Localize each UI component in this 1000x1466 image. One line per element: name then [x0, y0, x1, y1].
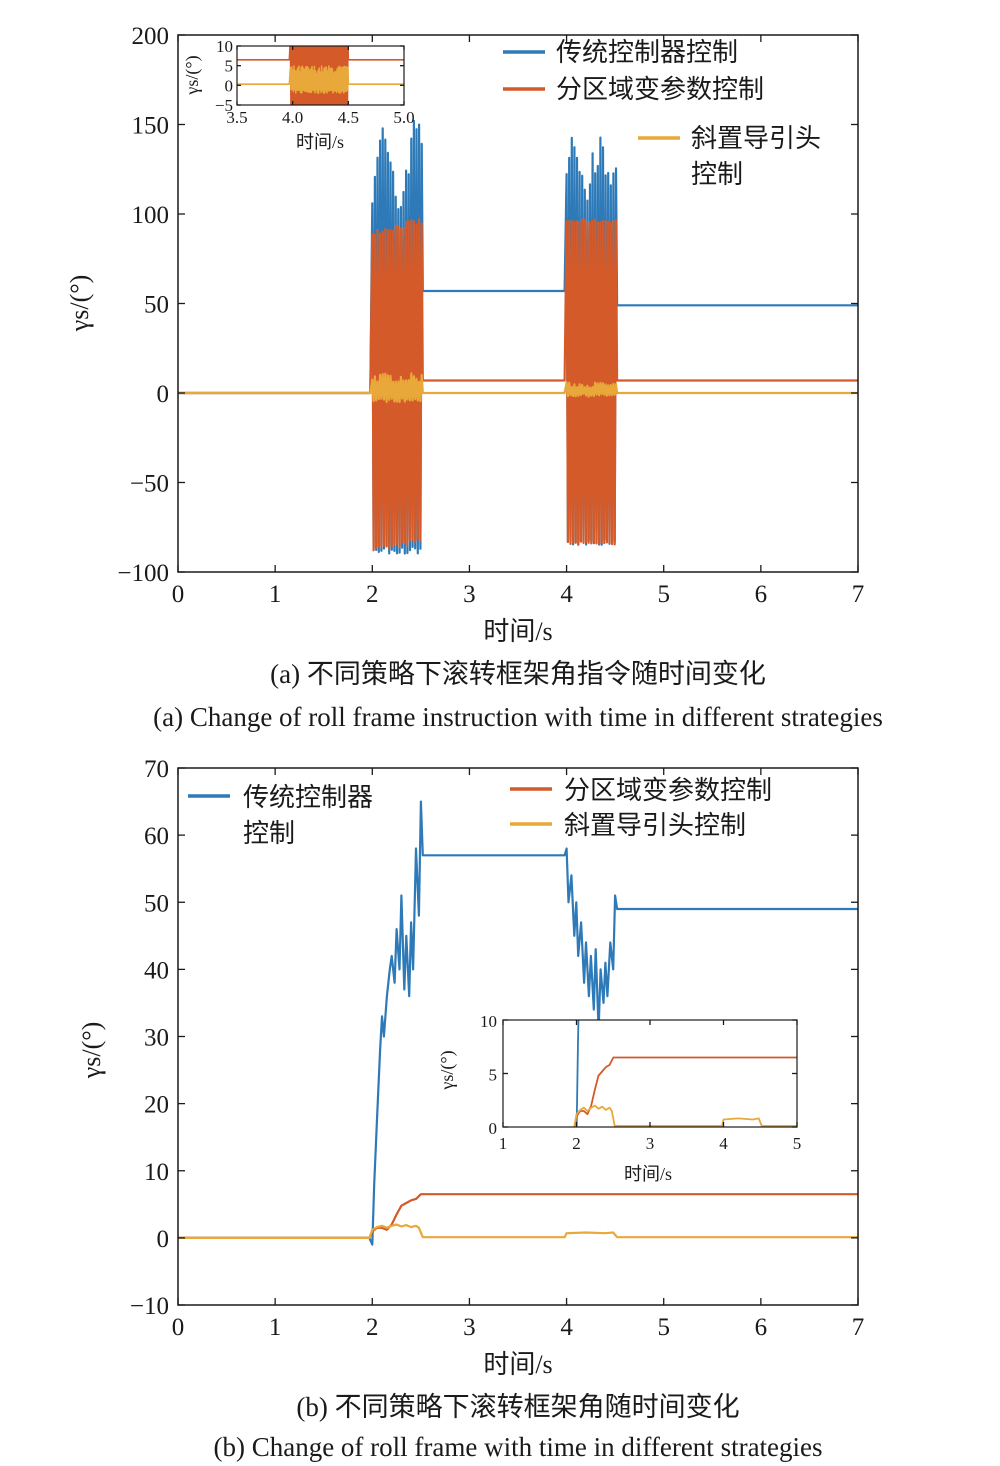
x-tick-label: 4.0 — [282, 108, 303, 127]
inset-series-zoned — [573, 1056, 797, 1127]
x-tick-label: 0 — [172, 581, 185, 608]
chart-b-inset-x-label: 时间/s — [624, 1164, 672, 1184]
chart-a-x-label: 时间/s — [483, 617, 552, 646]
y-tick-label: 10 — [144, 1159, 169, 1186]
x-tick-label: 3 — [463, 581, 476, 608]
x-tick-label: 5.0 — [393, 108, 414, 127]
legend-label-line: 控制 — [691, 160, 743, 190]
y-tick-label: 0 — [157, 1226, 170, 1253]
y-tick-label: 0 — [157, 381, 170, 408]
y-tick-label: 30 — [144, 1025, 169, 1052]
inset-series-oblique — [573, 1104, 797, 1127]
chart-a-caption-cn: (a) 不同策略下滚转框架角指令随时间变化 — [270, 659, 766, 689]
x-tick-label: 3 — [646, 1134, 655, 1153]
y-tick-label: 100 — [132, 202, 170, 229]
chart-a-y-label: γs/(°) — [65, 275, 94, 333]
y-tick-label: 60 — [144, 823, 169, 850]
y-tick-label: 20 — [144, 1092, 169, 1119]
y-tick-label: 5 — [225, 57, 234, 76]
y-tick-label: 70 — [144, 756, 169, 783]
chart-b-inset: 1 2 3 4 5 0 5 10 时间/s γs/(°) — [437, 1012, 802, 1184]
x-tick-label: 4 — [719, 1134, 728, 1153]
chart-a-legend: 传统控制器控制 分区域变参数控制 斜置导引头控制 — [503, 38, 821, 190]
series-oblique — [178, 372, 858, 403]
x-tick-label: 5 — [793, 1134, 802, 1153]
x-tick-label: 6 — [755, 1314, 768, 1341]
x-tick-label: 3 — [463, 1314, 476, 1341]
y-tick-label: −10 — [130, 1293, 169, 1320]
chart-a-inset-x-label: 时间/s — [296, 132, 344, 152]
chart-b-legend: 传统控制器控制 分区域变参数控制 斜置导引头控制 — [188, 776, 772, 849]
legend-label-traditional: 传统控制器控制 — [556, 38, 738, 68]
chart-a-caption-en: (a) Change of roll frame instruction wit… — [153, 702, 883, 732]
x-tick-label: 5 — [657, 581, 670, 608]
y-tick-label: 0 — [225, 76, 234, 95]
x-tick-label: 4 — [560, 1314, 573, 1341]
chart-b-y-label: γs/(°) — [77, 1022, 106, 1080]
chart-b-caption-cn: (b) 不同策略下滚转框架角随时间变化 — [296, 1392, 739, 1422]
chart-a-inset-frame — [236, 45, 405, 106]
chart-a-x-axis: 0 1 2 3 4 5 6 7 — [172, 35, 865, 608]
series-zoned — [178, 218, 858, 552]
legend-label-traditional: 传统控制器控制 — [243, 783, 373, 849]
inset-series-oblique — [237, 65, 404, 94]
x-tick-label: 3.5 — [226, 108, 247, 127]
legend-label-line: 控制 — [243, 819, 295, 849]
x-tick-label: 2 — [572, 1134, 581, 1153]
y-tick-label: 40 — [144, 957, 169, 984]
chart-b-inset-y-label: γs/(°) — [437, 1050, 458, 1090]
x-tick-label: 1 — [499, 1134, 508, 1153]
series-traditional — [178, 800, 858, 1246]
series-zoned — [178, 1193, 858, 1240]
y-tick-label: 150 — [132, 113, 170, 140]
legend-label-line: 传统控制器 — [243, 783, 373, 813]
x-tick-label: 4.5 — [338, 108, 359, 127]
legend-label-zoned: 分区域变参数控制 — [556, 75, 764, 105]
series-traditional — [178, 119, 858, 555]
x-tick-label: 4 — [560, 581, 573, 608]
y-tick-label: 200 — [132, 23, 170, 50]
x-tick-label: 7 — [852, 1314, 865, 1341]
y-tick-label: −100 — [117, 560, 169, 587]
legend-label-zoned: 分区域变参数控制 — [564, 776, 772, 806]
legend-label-oblique: 斜置导引头控制 — [691, 124, 821, 190]
x-tick-label: 1 — [269, 581, 282, 608]
chart-a-inset-y-label: γs/(°) — [182, 55, 203, 95]
legend-label-line: 斜置导引头 — [691, 124, 821, 154]
y-tick-label: 0 — [489, 1119, 498, 1138]
chart-b-x-label: 时间/s — [483, 1350, 552, 1379]
y-tick-label: −5 — [215, 96, 233, 115]
x-tick-label: 1 — [269, 1314, 282, 1341]
x-tick-label: 6 — [755, 581, 768, 608]
y-tick-label: 5 — [489, 1066, 498, 1085]
y-tick-label: 50 — [144, 292, 169, 319]
series-oblique — [178, 1223, 858, 1240]
x-tick-label: 0 — [172, 1314, 185, 1341]
y-tick-label: −50 — [130, 471, 169, 498]
x-tick-label: 5 — [657, 1314, 670, 1341]
legend-label-oblique: 斜置导引头控制 — [564, 811, 746, 841]
y-tick-label: 10 — [216, 37, 233, 56]
y-tick-label: 10 — [480, 1012, 497, 1031]
chart-a-plot-frame — [177, 34, 859, 573]
x-tick-label: 2 — [366, 1314, 379, 1341]
chart-b-caption-en: (b) Change of roll frame with time in di… — [213, 1432, 822, 1462]
y-tick-label: 50 — [144, 890, 169, 917]
x-tick-label: 7 — [852, 581, 865, 608]
x-tick-label: 2 — [366, 581, 379, 608]
